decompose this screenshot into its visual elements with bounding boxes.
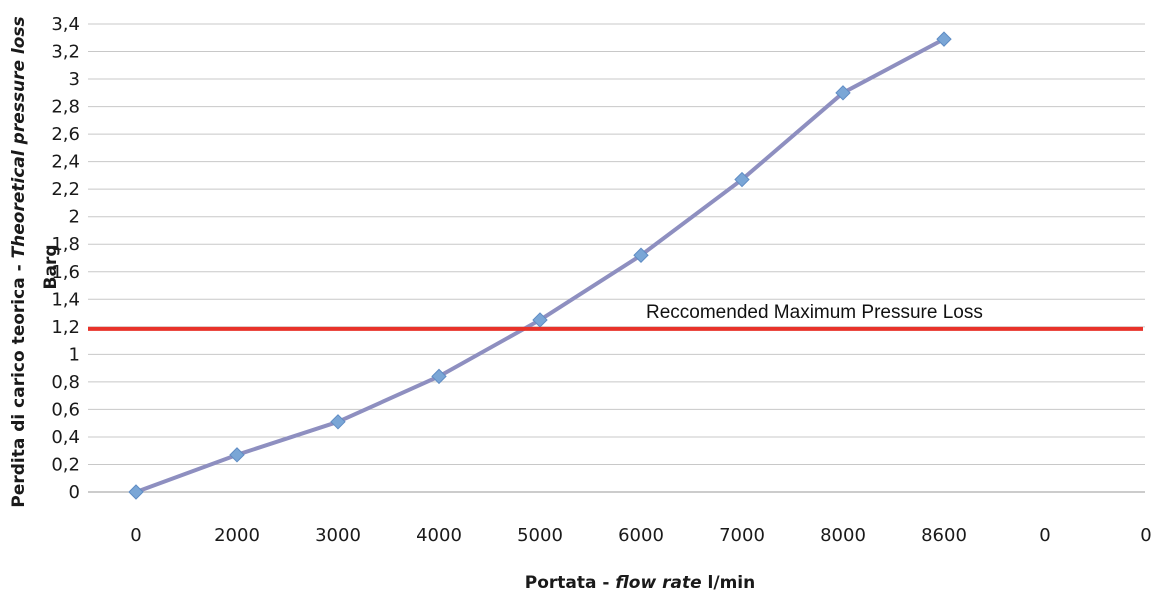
x-tick-label: 6000 <box>618 525 664 546</box>
x-tick-label: 5000 <box>517 525 563 546</box>
y-tick-label: 3 <box>69 69 80 90</box>
data-point-marker <box>835 85 851 101</box>
y-tick-label: 1,8 <box>51 234 80 255</box>
grid-lines <box>88 23 1145 493</box>
data-point-marker <box>128 484 144 500</box>
x-tick-label: 2000 <box>214 525 260 546</box>
data-point-marker <box>633 247 649 263</box>
y-tick-label: 1 <box>69 344 80 365</box>
y-tick-label: 3,4 <box>51 14 80 35</box>
y-axis-title-line1: Perdita di carico teorica - Theoretical … <box>9 16 29 507</box>
y-axis-title-part1: Perdita di carico teorica - <box>9 258 29 507</box>
y-tick-label: 0,2 <box>51 454 80 475</box>
y-tick-label: 2,2 <box>51 179 80 200</box>
x-tick-label: 8600 <box>921 525 967 546</box>
y-tick-label: 1,4 <box>51 289 80 310</box>
data-point-marker <box>431 368 447 385</box>
y-tick-label: 2,6 <box>51 124 80 145</box>
x-axis-title-part3: l/min <box>702 573 756 593</box>
y-axis-title-line2: Barg <box>41 245 61 290</box>
x-axis-tick-labels: 0 2000 3000 4000 5000 6000 7000 8000 8600 0 0 <box>130 525 1151 546</box>
y-tick-label: 1,6 <box>51 262 80 283</box>
y-axis-title-part2: Theoretical pressure loss <box>9 16 29 258</box>
y-tick-label: 0,6 <box>51 399 80 420</box>
y-axis-tick-labels: 0 0,2 0,4 0,6 0,8 1 1,2 1,4 1,6 1,8 2 2,2 2,4 2,6 2,8 3… <box>51 14 80 503</box>
x-tick-label: 3000 <box>315 525 361 546</box>
x-tick-label: 0 <box>1039 525 1050 546</box>
data-point-marker <box>330 414 346 430</box>
y-tick-label: 1,2 <box>51 317 80 338</box>
x-axis-title-part2: flow rate <box>615 573 701 593</box>
y-tick-label: 2,4 <box>51 152 80 173</box>
reference-layer: Reccomended Maximum Pressure Loss <box>88 302 1143 331</box>
x-tick-label: 8000 <box>820 525 866 546</box>
series-layer <box>128 31 952 500</box>
data-point-marker <box>734 171 750 188</box>
y-tick-label: 0 <box>69 482 80 503</box>
y-tick-label: 2 <box>69 207 80 228</box>
x-axis-title: Portata - flow rate l/min <box>525 573 755 593</box>
data-point-marker <box>936 31 952 47</box>
x-tick-label: 7000 <box>719 525 765 546</box>
y-tick-label: 2,8 <box>51 97 80 118</box>
y-tick-label: 0,4 <box>51 427 80 448</box>
y-tick-label: 3,2 <box>51 42 80 63</box>
reference-line-label: Reccomended Maximum Pressure Loss <box>646 302 983 323</box>
x-tick-label: 4000 <box>416 525 462 546</box>
x-tick-label: 0 <box>130 525 141 546</box>
y-tick-label: 0,8 <box>51 372 80 393</box>
x-axis-title-part1: Portata - <box>525 573 616 593</box>
data-point-marker <box>229 447 245 463</box>
x-tick-label: 0 <box>1140 525 1151 546</box>
